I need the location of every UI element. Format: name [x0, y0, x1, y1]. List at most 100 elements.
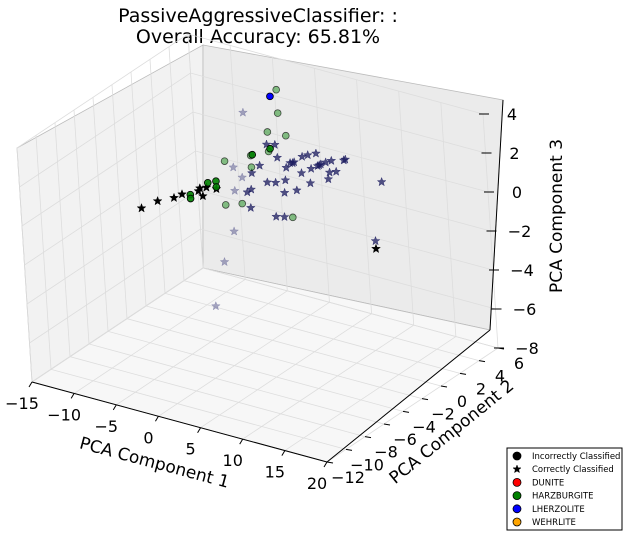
data-point-star: [194, 183, 205, 193]
data-point-circle: [266, 144, 274, 153]
y-tick-label: −2: [431, 405, 455, 424]
data-point-star: [169, 192, 179, 203]
data-point-star: [285, 157, 295, 168]
chart-subtitle: Overall Accuracy: 65.81%: [136, 26, 380, 48]
y-tick-mark: [459, 372, 467, 375]
x-tick-label: −15: [5, 394, 39, 413]
x-tick-mark: [70, 393, 75, 399]
y-tick-label: −10: [350, 455, 384, 474]
data-point-star: [370, 235, 381, 246]
data-point-star: [210, 301, 221, 311]
legend-label: Correctly Classified: [532, 465, 614, 475]
x-tick-mark: [239, 438, 244, 445]
legend-marker-star: [512, 464, 522, 474]
data-point-star: [245, 202, 256, 213]
data-point-star: [152, 195, 163, 206]
x-tick-mark: [323, 461, 328, 468]
data-point-star: [262, 177, 273, 187]
z-tick-label: 4: [507, 105, 517, 124]
legend-marker-circle: [512, 504, 522, 514]
x-tick-label: −10: [47, 405, 81, 424]
z-tick-label: 0: [512, 183, 522, 202]
data-point-circle: [203, 178, 212, 187]
data-point-star: [261, 139, 272, 149]
y-tick-label: 2: [476, 379, 486, 398]
z-axis-label: PCA Component 3: [547, 139, 567, 293]
legend-label: WEHRLITE: [532, 518, 576, 528]
data-point-star: [237, 172, 248, 182]
axes-panes: [16, 44, 504, 463]
data-point-star: [177, 189, 187, 199]
z-tick-label: −6: [513, 300, 537, 319]
y-tick-label: −8: [374, 443, 398, 462]
legend-label: Incorrectly Classified: [532, 452, 620, 462]
data-point-star: [229, 226, 240, 236]
legend-marker-circle: [512, 477, 522, 487]
chart-title: PassiveAggressiveClassifier: :: [118, 5, 398, 27]
data-point-star: [136, 202, 147, 213]
y-tick-mark: [402, 410, 410, 413]
z-grid-line: [16, 33, 484, 149]
data-point-circle: [289, 213, 297, 222]
y-tick-mark: [421, 398, 429, 401]
data-point-star: [281, 162, 292, 172]
data-point-star: [291, 185, 302, 195]
y-tick-mark: [440, 385, 448, 388]
legend-label: HARZBURGITE: [532, 492, 594, 502]
data-point-star: [269, 139, 280, 150]
z-grid-line: [31, 267, 499, 383]
y-tick-mark: [364, 436, 372, 439]
y-tick-label: 4: [495, 367, 505, 386]
data-point-star: [302, 149, 313, 160]
data-point-star: [371, 243, 381, 254]
z-tick-label: −2: [508, 222, 532, 241]
data-point-circle: [281, 131, 290, 140]
data-point-star: [280, 175, 291, 185]
y-tick-label: 6: [514, 354, 524, 373]
y-tick-label: 0: [457, 392, 467, 411]
y-tick-mark: [326, 461, 334, 464]
legend-items: Incorrectly Classified Correctly Classifi…: [512, 451, 620, 528]
y-axis-line: [326, 329, 491, 463]
legend-marker-circle: [512, 517, 522, 527]
y-tick-mark: [345, 448, 353, 451]
x-tick-label: 20: [307, 474, 327, 493]
data-point-circle: [266, 92, 274, 101]
data-point-circle: [220, 157, 229, 165]
legend-label: LHERZOLITE: [532, 505, 585, 515]
legend: Incorrectly Classified Correctly Classifi…: [506, 447, 623, 531]
z-tick-label: −8: [515, 339, 539, 358]
data-point-circle: [248, 150, 257, 159]
data-point-circle: [263, 128, 272, 136]
x-tick-mark: [112, 404, 117, 411]
z-grid-line: [29, 228, 496, 344]
data-point-star: [229, 185, 240, 195]
z-tick-label: 2: [509, 144, 519, 163]
legend-marker-circle: [512, 491, 522, 501]
x-tick-label: −5: [94, 417, 118, 436]
data-point-star: [219, 256, 230, 267]
data-point-star: [306, 163, 317, 173]
x-ticks: −15 −10 −5 0 5 10 15 20: [5, 381, 328, 493]
data-point-star: [237, 107, 248, 117]
x-tick-mark: [154, 416, 159, 422]
y-tick-label: −6: [393, 430, 417, 449]
x-tick-mark: [28, 381, 33, 388]
data-point-star: [324, 167, 335, 177]
y-tick-mark: [383, 423, 391, 426]
z-grid-line: [19, 72, 486, 188]
x-axis-line: [31, 381, 328, 463]
data-point-circle: [221, 201, 230, 209]
data-point-star: [197, 190, 208, 201]
x-axis-label: PCA Component 1: [77, 434, 231, 493]
data-point-star: [323, 174, 334, 184]
x-tick-mark: [197, 427, 202, 433]
data-point-circle: [238, 199, 247, 208]
data-point-star: [338, 155, 349, 165]
data-point-circle: [273, 109, 282, 117]
data-point-star: [331, 166, 342, 176]
data-point-star: [376, 176, 387, 187]
data-point-star: [279, 187, 290, 197]
